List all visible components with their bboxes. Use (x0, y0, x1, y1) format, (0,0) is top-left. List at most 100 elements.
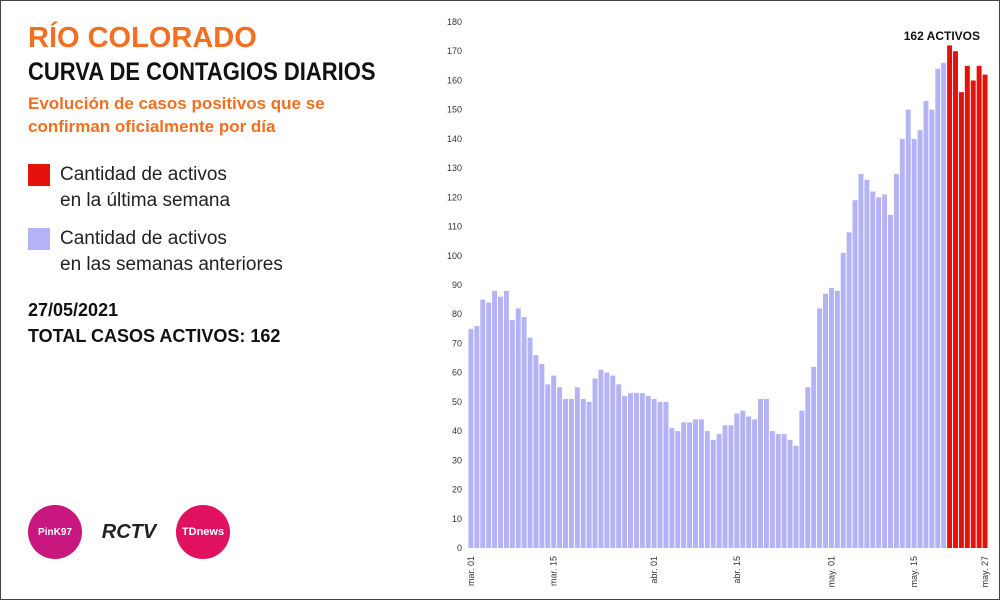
y-tick-label: 80 (452, 309, 462, 319)
bar (492, 290, 498, 548)
bar (693, 419, 698, 548)
y-tick-label: 50 (452, 397, 462, 407)
y-tick-label: 110 (448, 222, 462, 232)
y-tick-label: 60 (452, 368, 462, 378)
bar (929, 109, 935, 549)
bar (675, 431, 681, 548)
bar (846, 232, 852, 548)
bar (509, 320, 515, 548)
bar (628, 393, 633, 548)
bar (793, 445, 799, 548)
bar (917, 130, 923, 548)
bar (480, 299, 486, 548)
total: TOTAL CASOS ACTIVOS: 162 (28, 326, 281, 346)
bar (586, 401, 592, 548)
y-tick-label: 160 (447, 75, 462, 85)
bar (533, 355, 539, 548)
bar (687, 422, 693, 548)
y-tick-label: 10 (452, 514, 462, 524)
bar (592, 378, 598, 548)
date: 27/05/2021 (28, 300, 119, 320)
bar (882, 194, 888, 548)
bar (834, 290, 840, 548)
bar (486, 302, 492, 548)
bar (728, 425, 734, 548)
bar (734, 413, 740, 548)
bar (970, 80, 976, 548)
bar (911, 138, 917, 548)
y-tick-label: 100 (447, 251, 462, 261)
bar (805, 387, 811, 548)
bar (823, 293, 828, 548)
bar (610, 375, 616, 548)
bar (852, 200, 858, 548)
bar (698, 419, 704, 548)
subtitle: CURVA DE CONTAGIOS DIARIOS (28, 58, 376, 86)
bar (563, 398, 568, 548)
x-tick-label: may. 15 (909, 556, 919, 587)
bar (787, 439, 793, 548)
logo: RCTV (101, 520, 157, 543)
bar (752, 419, 758, 548)
y-tick-label: 90 (452, 280, 462, 290)
bar (947, 45, 953, 548)
x-tick-label: may. 01 (826, 556, 836, 587)
bar (976, 65, 982, 548)
annotation: 162 ACTIVOS (904, 29, 980, 43)
bar (923, 100, 929, 549)
bar (503, 290, 509, 548)
bar (551, 375, 557, 548)
bar (527, 337, 533, 548)
bar (876, 197, 882, 549)
bar (905, 109, 911, 549)
bar (557, 387, 563, 548)
bar (604, 372, 610, 548)
bar (840, 252, 846, 548)
bar (746, 416, 752, 548)
legend-label: Cantidad de activos en la última semana (60, 164, 231, 211)
logo: PinK97 (28, 505, 82, 559)
bar (799, 410, 805, 548)
bar (568, 398, 574, 548)
y-tick-label: 20 (452, 485, 462, 495)
bar (817, 308, 823, 548)
bar (864, 179, 870, 549)
bar (598, 369, 604, 548)
bar (888, 214, 893, 548)
legend-item: Cantidad de activos en las semanas anter… (28, 226, 283, 278)
bar (716, 434, 722, 548)
bar (710, 439, 716, 548)
bar (763, 398, 769, 548)
legend-swatch (28, 164, 50, 186)
y-tick-label: 150 (447, 105, 462, 115)
bar (704, 431, 710, 548)
legend-item: Cantidad de activos en la última semana (28, 162, 230, 214)
bar (722, 425, 728, 548)
bar (941, 62, 947, 549)
bar (580, 398, 586, 548)
bar (645, 396, 651, 548)
y-tick-label: 140 (447, 134, 462, 144)
bar (663, 401, 669, 548)
bar (521, 317, 527, 548)
bar (982, 74, 988, 548)
bar (899, 138, 905, 548)
bar (545, 384, 551, 548)
bar (639, 393, 645, 548)
logo: TDnews (176, 505, 230, 559)
bar (893, 173, 899, 548)
bar (669, 428, 675, 548)
bar (740, 410, 746, 548)
bar (468, 328, 474, 548)
y-tick-label: 170 (447, 46, 462, 56)
bar (958, 92, 964, 548)
y-tick-label: 130 (447, 163, 462, 173)
x-tick-label: mar. 15 (549, 556, 559, 586)
bar (781, 434, 787, 548)
description: Evolución de casos positivos que se conf… (28, 94, 325, 136)
bar (651, 398, 657, 548)
bar (622, 396, 628, 548)
y-tick-label: 70 (452, 338, 462, 348)
